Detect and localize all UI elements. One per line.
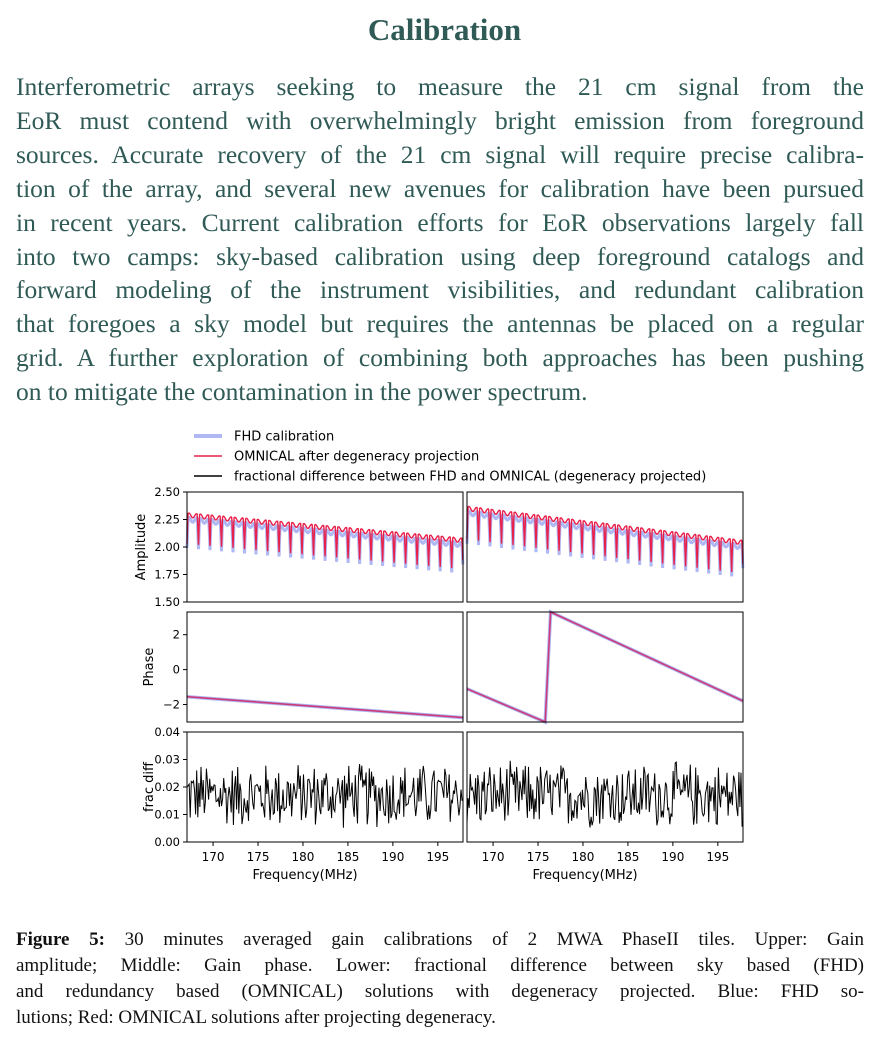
- axes-frame-r1-c0: [186, 611, 464, 723]
- figure-legend: FHD calibration OMNICAL after degeneracy…: [194, 430, 706, 485]
- paragraph-line: sources. Accurate recovery of the 21 cm …: [16, 139, 864, 169]
- omnical-phase-line-tile1: [186, 695, 464, 719]
- x-tick-label: 175: [527, 850, 550, 864]
- y-tick-label: 2: [173, 628, 180, 642]
- paragraph-line: in recent years. Current calibration eff…: [16, 207, 864, 237]
- omnical-phase-line-tile2: [466, 610, 744, 724]
- x-tick-label: 170: [482, 850, 505, 864]
- caption-text: 30 minutes averaged gain calibrations of…: [104, 929, 864, 950]
- paragraph-line: tion of the array, and several new avenu…: [16, 173, 864, 203]
- legend-label-fhd: FHD calibration: [234, 430, 334, 445]
- omnical-amplitude-line-tile2: [466, 505, 744, 573]
- y-tick-label: 2.00: [154, 540, 180, 554]
- figure-caption: Figure 5: 30 minutes averaged gain calib…: [16, 927, 864, 1031]
- x-tick-label: 190: [661, 850, 684, 864]
- paragraph-line: grid. A further exploration of combining…: [16, 343, 864, 373]
- caption-line: and redundancy based (OMNICAL) solutions…: [16, 981, 864, 1002]
- x-tick-label: 190: [381, 850, 404, 864]
- y-tick-label: 0.04: [154, 725, 180, 739]
- body-paragraph: Interferometric arrays seeking to measur…: [16, 70, 864, 409]
- legend-label-diff: fractional difference between FHD and OM…: [234, 470, 706, 485]
- x-axis-label: Frequency(MHz): [252, 868, 357, 883]
- x-tick-label: 195: [426, 850, 449, 864]
- paragraph-line: that foregoes a sky model but requires t…: [16, 309, 864, 339]
- y-axis-label: Amplitude: [134, 514, 149, 581]
- paragraph-line: into two camps: sky-based calibration us…: [16, 241, 864, 271]
- x-tick-label: 180: [572, 850, 595, 864]
- calibration-figure: FHD calibration OMNICAL after degeneracy…: [134, 430, 745, 883]
- x-axis-label: Frequency(MHz): [532, 868, 637, 883]
- plot-grid: 170 175 180 185 190 195 Frequency(MHz) 170 175 18…: [134, 485, 745, 883]
- y-tick-label: 0.03: [154, 753, 180, 767]
- paragraph-line: forward modeling of the instrument visib…: [16, 275, 864, 305]
- y-tick-label: −2: [163, 698, 180, 712]
- fhd-phase-line-tile2: [466, 609, 744, 725]
- y-tick-label: 0.00: [154, 835, 180, 849]
- caption-line: Figure 5: 30 minutes averaged gain calib…: [16, 927, 864, 953]
- caption-line: lutions; Red: OMNICAL solutions after pr…: [16, 1007, 496, 1028]
- paragraph-line: Interferometric arrays seeking to measur…: [16, 72, 864, 101]
- x-tick-label: 175: [247, 850, 270, 864]
- x-tick-label: 185: [616, 850, 639, 864]
- x-tick-label: 180: [292, 850, 315, 864]
- axes-frame-r2-c1: [466, 731, 744, 843]
- omnical-amplitude-line-tile1: [186, 512, 464, 569]
- legend-label-omnical: OMNICAL after degeneracy projection: [234, 450, 479, 465]
- frac-diff-line-tile2: [466, 760, 743, 828]
- y-tick-label: 0: [173, 663, 180, 677]
- y-axis-label: frac diff: [142, 761, 157, 812]
- caption-label: Figure 5:: [16, 929, 105, 950]
- frac-diff-line-tile1: [186, 763, 463, 828]
- section-title: Calibration: [367, 12, 522, 47]
- y-tick-label: 0.01: [154, 808, 180, 822]
- caption-line: amplitude; Middle: Gain phase. Lower: fr…: [16, 955, 864, 976]
- y-tick-label: 1.75: [154, 568, 180, 582]
- paragraph-line: EoR must contend with overwhelmingly bri…: [16, 105, 864, 135]
- y-tick-label: 2.50: [154, 485, 180, 499]
- y-tick-label: 1.50: [154, 595, 180, 609]
- axes-frame-r0-c1: [466, 491, 744, 603]
- y-axis-label: Phase: [142, 648, 157, 687]
- x-tick-label: 170: [202, 850, 225, 864]
- y-tick-label: 0.02: [154, 780, 180, 794]
- x-tick-label: 185: [336, 850, 359, 864]
- axes-frame-r1-c1: [466, 611, 744, 723]
- x-tick-label: 195: [706, 850, 729, 864]
- y-tick-label: 2.25: [154, 513, 180, 527]
- paragraph-line: on to mitigate the contamination in the …: [16, 377, 588, 407]
